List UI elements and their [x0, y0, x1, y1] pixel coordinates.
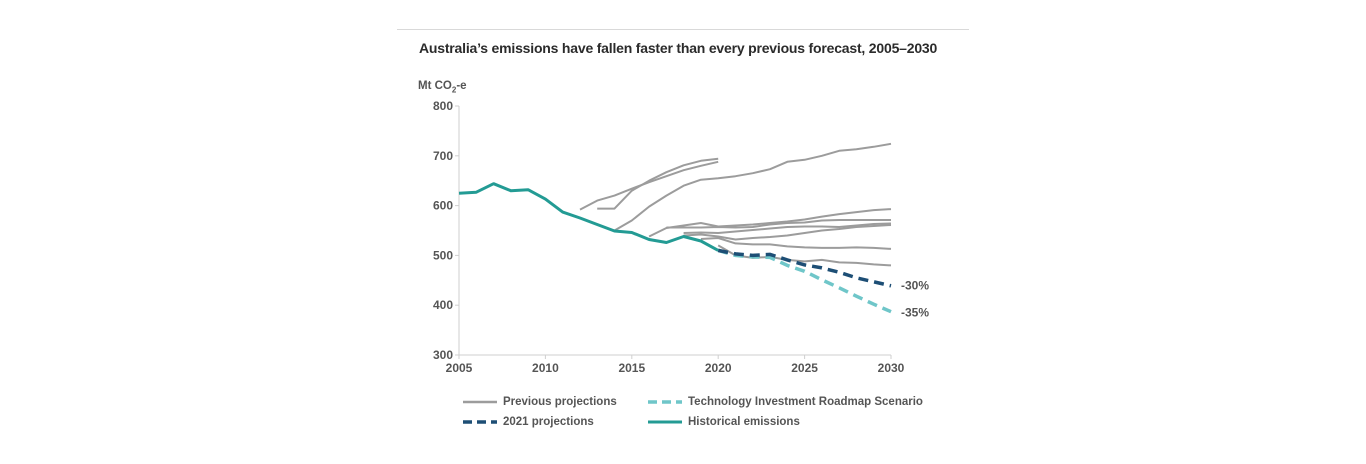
legend-label-2021: 2021 projections	[503, 416, 594, 428]
tir-scenario-line	[717, 248, 892, 314]
legend-swatch-previous	[463, 400, 497, 404]
previous-projection-line	[717, 244, 892, 267]
legend-2021-projections: 2021 projections	[463, 416, 594, 428]
x-tick-label: 2010	[532, 361, 559, 375]
legend-historical-emissions: Historical emissions	[648, 416, 800, 428]
top-divider	[397, 29, 969, 30]
previous-projection-line	[683, 222, 892, 234]
historical-emissions-line	[458, 182, 719, 252]
legend-previous-projections: Previous projections	[463, 396, 617, 408]
y-tick-label: 400	[433, 298, 453, 312]
legend-swatch-historical	[648, 420, 682, 424]
end-annotation-label: -30%	[901, 278, 929, 292]
x-tick-label: 2025	[791, 361, 818, 375]
y-tick-label: 800	[433, 99, 453, 113]
legend-label-previous: Previous projections	[503, 396, 617, 408]
y-tick-label: 700	[433, 149, 453, 163]
y-tick-label: 600	[433, 199, 453, 213]
previous-projection-line	[666, 219, 891, 229]
previous-projection-line	[597, 157, 719, 210]
projection-2021-line	[717, 248, 892, 288]
y-unit-suffix: -e	[456, 80, 467, 92]
end-annotation-label: -35%	[901, 306, 929, 320]
y-tick-label: 500	[433, 248, 453, 262]
legend-tir-scenario: Technology Investment Roadmap Scenario	[648, 396, 923, 408]
x-tick-label: 2020	[705, 361, 732, 375]
previous-projection-line	[683, 224, 892, 241]
legend-label-tir: Technology Investment Roadmap Scenario	[688, 396, 923, 408]
x-tick-label: 2030	[878, 361, 905, 375]
legend-swatch-tir	[648, 400, 682, 404]
y-unit-prefix: Mt CO	[418, 80, 452, 92]
previous-projection-line	[579, 160, 719, 211]
previous-projection-line	[648, 208, 892, 238]
previous-projection-line	[613, 142, 892, 232]
y-unit-subscript: 2	[451, 85, 457, 95]
previous-projection-line	[700, 237, 892, 250]
chart-title: Australia’s emissions have fallen faster…	[419, 40, 938, 56]
x-tick-label: 2015	[618, 361, 645, 375]
x-tick-label: 2005	[446, 361, 473, 375]
y-axis-unit-label: Mt CO2-e	[418, 80, 467, 94]
legend-label-historical: Historical emissions	[688, 416, 800, 428]
y-tick-label: 300	[433, 348, 453, 362]
legend-swatch-2021	[463, 420, 497, 424]
